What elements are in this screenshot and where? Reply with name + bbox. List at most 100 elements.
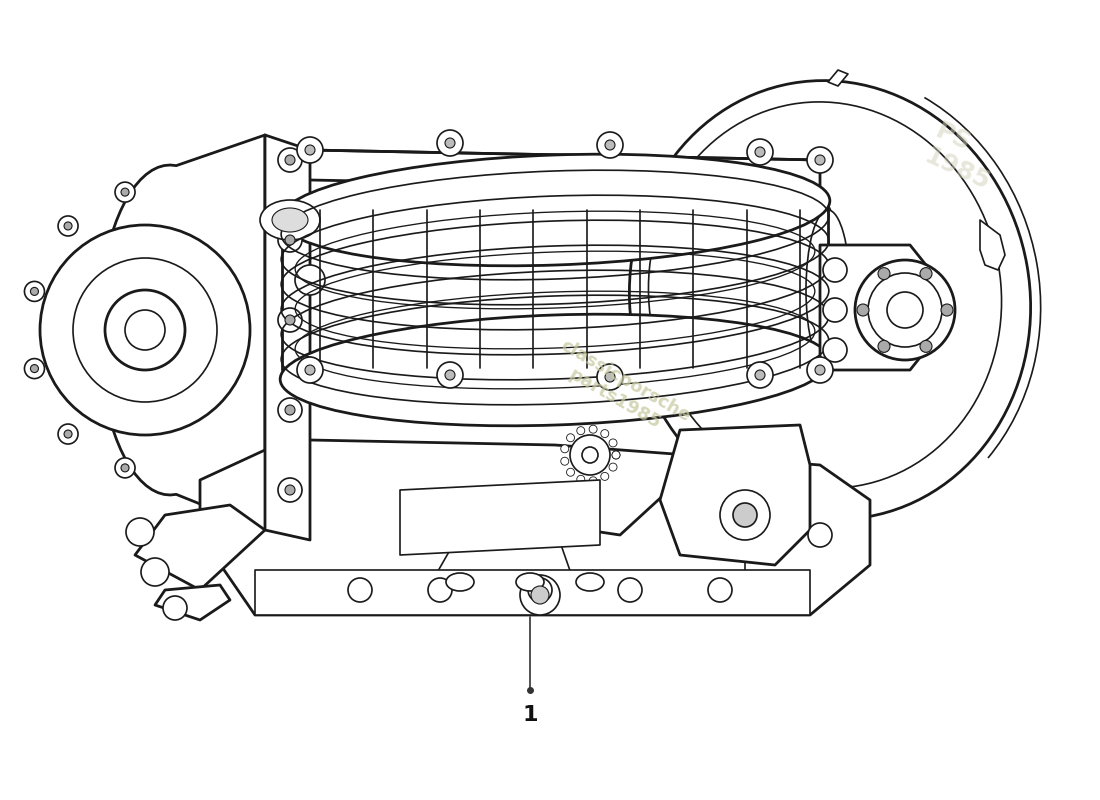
Circle shape <box>121 464 129 472</box>
Circle shape <box>528 578 552 602</box>
Circle shape <box>582 447 598 463</box>
Ellipse shape <box>280 154 829 266</box>
Circle shape <box>285 315 295 325</box>
Circle shape <box>125 310 165 350</box>
Circle shape <box>141 558 169 586</box>
Circle shape <box>857 304 869 316</box>
Circle shape <box>605 372 615 382</box>
Ellipse shape <box>272 208 308 232</box>
Circle shape <box>601 472 608 480</box>
Circle shape <box>823 258 847 282</box>
Circle shape <box>446 138 455 148</box>
Circle shape <box>24 282 44 302</box>
Ellipse shape <box>260 200 320 240</box>
Ellipse shape <box>446 573 474 591</box>
Circle shape <box>807 147 833 173</box>
Circle shape <box>887 292 923 328</box>
Circle shape <box>618 578 642 602</box>
Circle shape <box>708 578 732 602</box>
Circle shape <box>597 364 623 390</box>
Text: classicporsche
parts1985: classicporsche parts1985 <box>547 337 693 443</box>
Circle shape <box>437 362 463 388</box>
Circle shape <box>437 130 463 156</box>
Text: PS
1985: PS 1985 <box>920 118 1005 195</box>
Circle shape <box>73 258 217 402</box>
Circle shape <box>58 424 78 444</box>
Polygon shape <box>980 220 1005 270</box>
Circle shape <box>815 365 825 375</box>
Circle shape <box>823 298 847 322</box>
Polygon shape <box>828 70 848 86</box>
Ellipse shape <box>280 314 829 426</box>
Circle shape <box>278 398 303 422</box>
Circle shape <box>561 458 569 466</box>
Ellipse shape <box>629 81 1031 519</box>
Ellipse shape <box>516 573 544 591</box>
Circle shape <box>121 188 129 196</box>
Circle shape <box>348 578 372 602</box>
Polygon shape <box>99 135 265 530</box>
Circle shape <box>24 358 44 378</box>
Circle shape <box>868 273 942 347</box>
Circle shape <box>31 287 38 295</box>
Circle shape <box>940 304 953 316</box>
Circle shape <box>278 478 303 502</box>
Circle shape <box>285 155 295 165</box>
Circle shape <box>285 235 295 245</box>
Circle shape <box>40 225 250 435</box>
Circle shape <box>163 596 187 620</box>
Circle shape <box>855 260 955 360</box>
Circle shape <box>920 268 932 280</box>
Ellipse shape <box>576 573 604 591</box>
Circle shape <box>305 145 315 155</box>
Ellipse shape <box>806 210 850 370</box>
Circle shape <box>305 365 315 375</box>
Circle shape <box>733 503 757 527</box>
Circle shape <box>428 578 452 602</box>
Circle shape <box>566 434 574 442</box>
Circle shape <box>295 265 324 295</box>
Circle shape <box>590 425 597 433</box>
Circle shape <box>520 575 560 615</box>
Circle shape <box>755 147 764 157</box>
Circle shape <box>878 340 890 352</box>
Circle shape <box>31 365 38 373</box>
Circle shape <box>605 140 615 150</box>
Circle shape <box>755 370 764 380</box>
Circle shape <box>297 137 323 163</box>
Circle shape <box>285 485 295 495</box>
Circle shape <box>297 357 323 383</box>
Circle shape <box>278 308 303 332</box>
Circle shape <box>920 340 932 352</box>
Circle shape <box>878 268 890 280</box>
Text: 1: 1 <box>522 705 538 725</box>
Circle shape <box>747 139 773 165</box>
Circle shape <box>446 370 455 380</box>
Circle shape <box>612 451 620 459</box>
Circle shape <box>566 468 574 476</box>
Circle shape <box>58 216 78 236</box>
Circle shape <box>285 405 295 415</box>
Circle shape <box>64 430 72 438</box>
Circle shape <box>807 357 833 383</box>
Circle shape <box>531 586 549 604</box>
Circle shape <box>104 290 185 370</box>
Circle shape <box>747 362 773 388</box>
Polygon shape <box>135 505 265 590</box>
Circle shape <box>601 430 608 438</box>
Circle shape <box>609 439 617 447</box>
Circle shape <box>570 435 611 475</box>
Circle shape <box>720 490 770 540</box>
Polygon shape <box>400 480 600 555</box>
Polygon shape <box>265 135 310 540</box>
Circle shape <box>612 451 620 459</box>
Circle shape <box>64 222 72 230</box>
Polygon shape <box>155 585 230 620</box>
Circle shape <box>808 523 832 547</box>
Circle shape <box>597 132 623 158</box>
Circle shape <box>278 228 303 252</box>
Circle shape <box>815 155 825 165</box>
Polygon shape <box>155 150 820 270</box>
Circle shape <box>116 458 135 478</box>
Circle shape <box>590 477 597 485</box>
